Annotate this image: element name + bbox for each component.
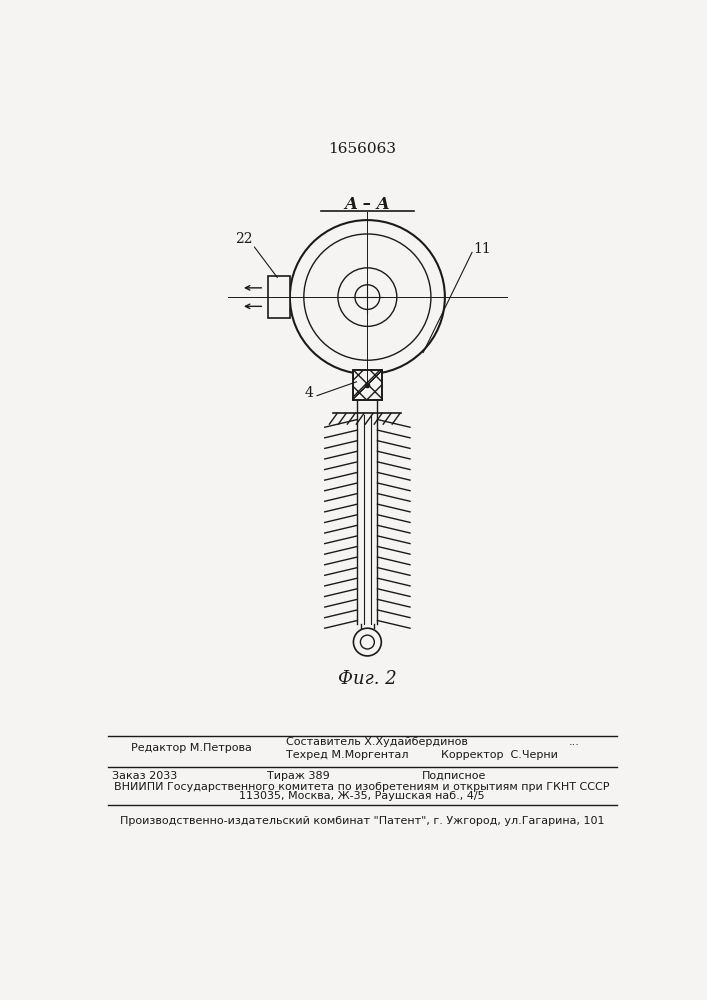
Text: Техред М.Моргентал: Техред М.Моргентал bbox=[286, 750, 409, 760]
Text: Редактор М.Петрова: Редактор М.Петрова bbox=[131, 743, 252, 753]
Bar bbox=[353, 370, 382, 400]
Text: Фиг. 2: Фиг. 2 bbox=[338, 670, 397, 688]
Text: Корректор  С.Черни: Корректор С.Черни bbox=[441, 750, 558, 760]
Text: Подписное: Подписное bbox=[421, 771, 486, 781]
Bar bbox=[353, 370, 382, 400]
Text: 11: 11 bbox=[473, 242, 491, 256]
Text: Заказ 2033: Заказ 2033 bbox=[112, 771, 177, 781]
Text: Производственно-издательский комбинат "Патент", г. Ужгород, ул.Гагарина, 101: Производственно-издательский комбинат "П… bbox=[119, 816, 604, 826]
Text: 113035, Москва, Ж-35, Раушская наб., 4/5: 113035, Москва, Ж-35, Раушская наб., 4/5 bbox=[239, 791, 485, 801]
Text: Тираж 389: Тираж 389 bbox=[267, 771, 329, 781]
Text: ВНИИПИ Государственного комитета по изобретениям и открытиям при ГКНТ СССР: ВНИИПИ Государственного комитета по изоб… bbox=[115, 782, 609, 792]
Text: A – A: A – A bbox=[344, 196, 390, 213]
Bar bbox=[268, 276, 290, 318]
Text: 4: 4 bbox=[305, 386, 314, 400]
Text: ...: ... bbox=[569, 737, 580, 747]
Text: 1656063: 1656063 bbox=[328, 142, 396, 156]
Text: Составитель Х.Худайбердинов: Составитель Х.Худайбердинов bbox=[286, 737, 468, 747]
Circle shape bbox=[354, 628, 381, 656]
Text: 22: 22 bbox=[235, 232, 252, 246]
